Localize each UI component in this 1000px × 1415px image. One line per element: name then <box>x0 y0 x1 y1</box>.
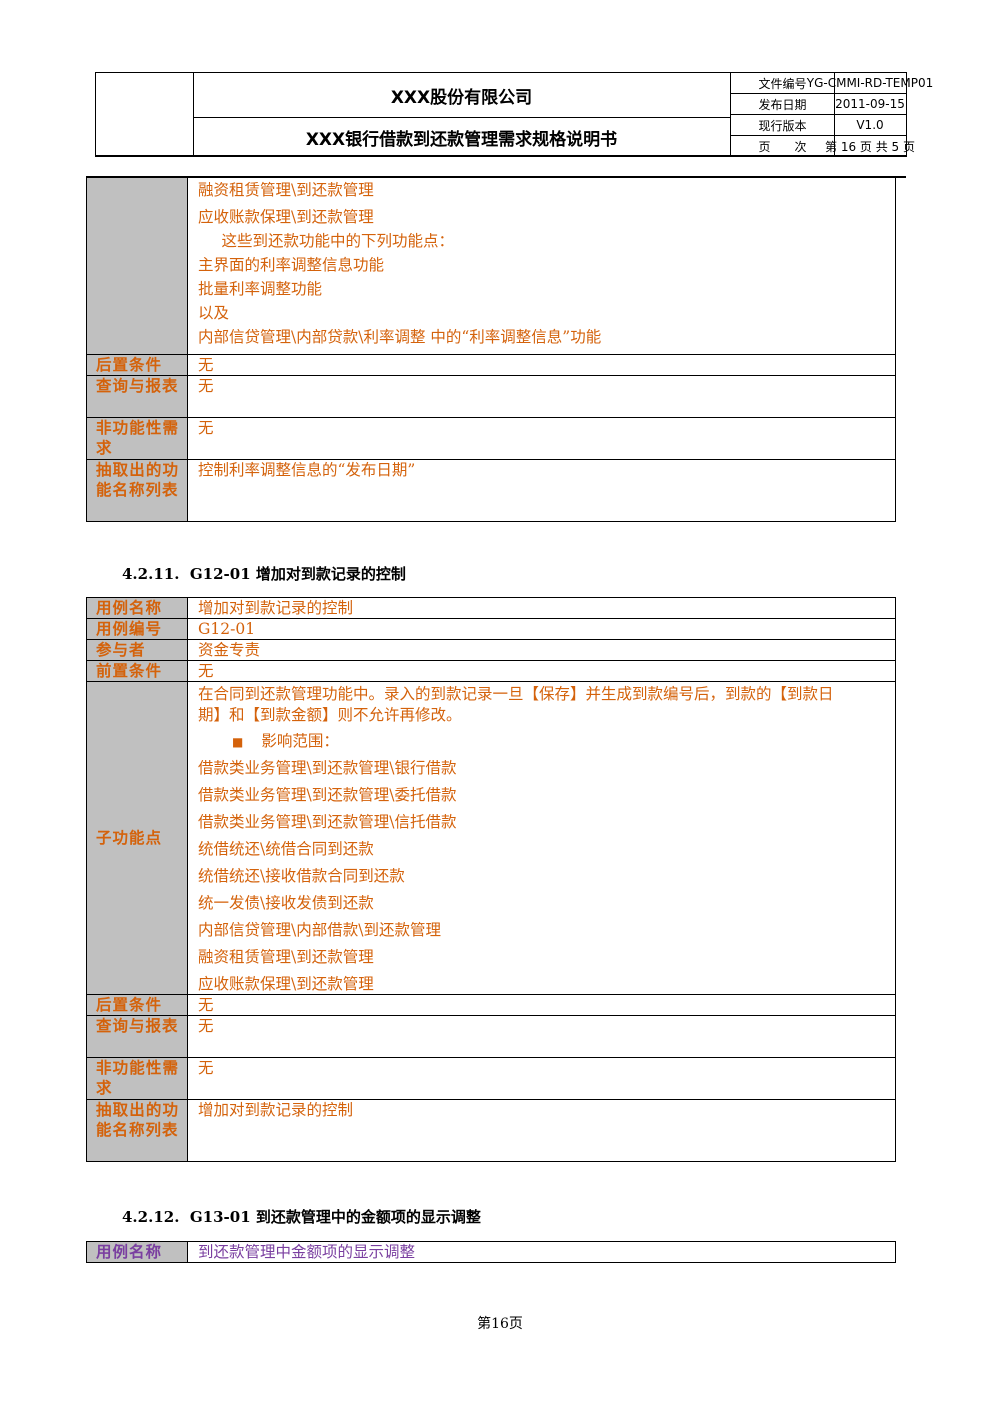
table-row: 抽取出的功能名称列表 控制利率调整信息的“发布日期” <box>87 460 895 521</box>
table-row: 查询与报表 无 <box>87 376 895 418</box>
table-row: 子功能点 在合同到还款管理功能中。录入的到款记录一旦【保存】并生成到款编号后，到… <box>87 682 895 995</box>
row-label: 用例编号 <box>87 619 188 639</box>
text-line: 主界面的利率调整信息功能 <box>198 256 385 274</box>
row-label: 前置条件 <box>87 661 188 681</box>
use-case-table: 用例名称 到还款管理中金额项的显示调整 <box>86 1241 896 1263</box>
row-value: 无 <box>198 1059 214 1077</box>
scope-line: 借款类业务管理\到还款管理\银行借款 <box>198 759 457 777</box>
table-row: 查询与报表 无 <box>87 1016 895 1058</box>
scope-line: 融资租赁管理\到还款管理 <box>198 181 374 199</box>
row-value: 无 <box>198 377 214 395</box>
meta-row: 现行版本 V1.0 <box>731 115 906 136</box>
meta-value: YG-CMMI-RD-TEMP01 <box>806 76 934 90</box>
table-row: 用例名称 到还款管理中金额项的显示调整 <box>87 1242 895 1262</box>
meta-value: 2011-09-15 <box>835 97 905 111</box>
row-value: 融资租赁管理\到还款管理 应收账款保理\到还款管理 这些到还款功能中的下列功能点… <box>188 178 895 354</box>
row-value: 无 <box>198 356 214 374</box>
table-row: 参与者 资金专责 <box>87 640 895 661</box>
page-number: 第16页 <box>477 1316 523 1332</box>
table-row: 用例编号 G12-01 <box>87 619 895 640</box>
table-row: 非功能性需求 无 <box>87 1058 895 1100</box>
row-value: 控制利率调整信息的“发布日期” <box>198 461 416 479</box>
row-label: 参与者 <box>87 640 188 660</box>
row-value: 无 <box>198 419 214 437</box>
row-value: 增加对到款记录的控制 <box>198 1101 354 1119</box>
scope-line: 借款类业务管理\到还款管理\委托借款 <box>198 786 457 804</box>
intro-text: 在合同到还款管理功能中。录入的到款记录一旦【保存】并生成到款编号后，到款的【到款… <box>198 685 834 703</box>
bullet-text: 影响范围： <box>261 732 339 750</box>
document-title: XXX银行借款到还款管理需求规格说明书 <box>193 117 730 156</box>
meta-key: 发布日期 <box>731 94 835 114</box>
row-value: 无 <box>198 662 214 680</box>
table-row: 抽取出的功能名称列表 增加对到款记录的控制 <box>87 1100 895 1161</box>
text-line: 这些到还款功能中的下列功能点： <box>206 232 455 250</box>
scope-line: 应收账款保理\到还款管理 <box>198 208 374 226</box>
row-value: 到还款管理中金额项的显示调整 <box>198 1243 416 1261</box>
header-divider <box>86 176 906 178</box>
row-label: 后置条件 <box>87 355 188 375</box>
row-label: 子功能点 <box>87 682 188 994</box>
scope-line: 应收账款保理\到还款管理 <box>198 975 374 993</box>
row-value: G12-01 <box>198 620 256 638</box>
table-row: 融资租赁管理\到还款管理 应收账款保理\到还款管理 这些到还款功能中的下列功能点… <box>87 178 895 355</box>
section-title: G12-01 增加对到款记录的控制 <box>189 565 406 583</box>
text-line: 内部信贷管理\内部贷款\利率调整 中的“利率调整信息”功能 <box>198 328 602 346</box>
scope-line: 统借统还\统借合同到还款 <box>198 840 374 858</box>
row-label: 后置条件 <box>87 995 188 1015</box>
section-number: 4.2.12. <box>122 1208 180 1226</box>
scope-line: 融资租赁管理\到还款管理 <box>198 948 374 966</box>
meta-value: V1.0 <box>856 118 884 132</box>
square-bullet-icon: ■ <box>232 735 244 749</box>
row-label: 非功能性需求 <box>87 418 188 459</box>
row-value: 在合同到还款管理功能中。录入的到款记录一旦【保存】并生成到款编号后，到款的【到款… <box>188 682 895 994</box>
scope-line: 内部信贷管理\内部借款\到还款管理 <box>198 921 441 939</box>
meta-key: 现行版本 <box>731 115 835 135</box>
meta-key: 页 次 <box>731 136 835 156</box>
table-row: 非功能性需求 无 <box>87 418 895 460</box>
table-row: 后置条件 无 <box>87 995 895 1016</box>
text-line: 以及 <box>198 304 230 322</box>
row-label <box>87 178 188 354</box>
meta-value: 第 16 页 共 5 页 <box>825 139 915 154</box>
row-label: 抽取出的功能名称列表 <box>87 460 188 521</box>
row-label: 查询与报表 <box>87 1016 188 1057</box>
table-row: 用例名称 增加对到款记录的控制 <box>87 598 895 619</box>
page-header: XXX股份有限公司 XXX银行借款到还款管理需求规格说明书 文件编号 YG-CM… <box>95 72 934 157</box>
logo-cell <box>96 73 194 156</box>
company-name: XXX股份有限公司 <box>193 73 730 118</box>
meta-key: 文件编号 <box>731 73 835 93</box>
row-value: 无 <box>198 1017 214 1035</box>
use-case-table-continued: 融资租赁管理\到还款管理 应收账款保理\到还款管理 这些到还款功能中的下列功能点… <box>86 178 896 522</box>
row-label: 抽取出的功能名称列表 <box>87 1100 188 1161</box>
text-line: 批量利率调整功能 <box>198 280 323 298</box>
table-row: 后置条件 无 <box>87 355 895 376</box>
row-label: 查询与报表 <box>87 376 188 417</box>
section-title: G13-01 到还款管理中的金额项的显示调整 <box>189 1208 481 1226</box>
meta-row: 页 次 第 16 页 共 5 页 <box>731 136 915 156</box>
intro-text: 期】和【到款金额】则不允许再修改。 <box>198 706 462 724</box>
scope-line: 统一发债\接收发债到还款 <box>198 894 374 912</box>
table-row: 前置条件 无 <box>87 661 895 682</box>
section-heading: 4.2.11. G12-01 增加对到款记录的控制 <box>122 563 406 584</box>
bullet-line: ■ 影响范围： <box>198 731 885 758</box>
header-title-block: XXX股份有限公司 XXX银行借款到还款管理需求规格说明书 <box>193 73 731 156</box>
header-meta: 文件编号 YG-CMMI-RD-TEMP01 发布日期 2011-09-15 现… <box>731 73 934 156</box>
use-case-table: 用例名称 增加对到款记录的控制 用例编号 G12-01 参与者 资金专责 前置条… <box>86 597 896 1162</box>
row-value: 无 <box>198 996 214 1014</box>
scope-line: 统借统还\接收借款合同到还款 <box>198 867 405 885</box>
scope-line: 借款类业务管理\到还款管理\信托借款 <box>198 813 457 831</box>
section-number: 4.2.11. <box>122 565 180 583</box>
meta-row: 文件编号 YG-CMMI-RD-TEMP01 <box>731 73 934 94</box>
row-value: 增加对到款记录的控制 <box>198 599 354 617</box>
section-heading: 4.2.12. G13-01 到还款管理中的金额项的显示调整 <box>122 1206 481 1227</box>
meta-row: 发布日期 2011-09-15 <box>731 94 906 115</box>
row-label: 用例名称 <box>87 598 188 618</box>
row-value: 资金专责 <box>198 641 261 659</box>
row-label: 用例名称 <box>87 1242 188 1262</box>
row-label: 非功能性需求 <box>87 1058 188 1099</box>
